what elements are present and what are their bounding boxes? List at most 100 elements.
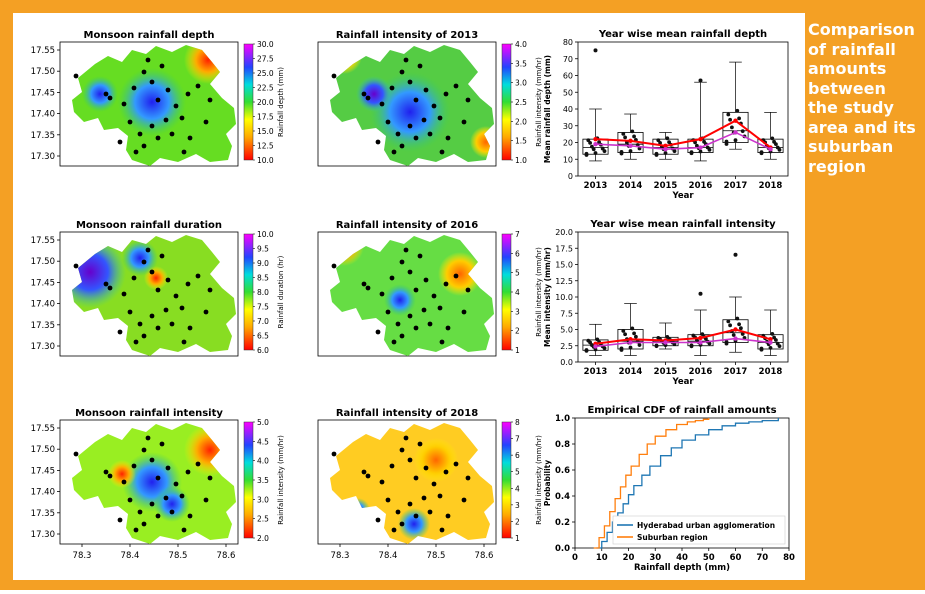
rain-gauge-station <box>437 115 443 121</box>
rain-gauge-station <box>389 85 395 91</box>
rain-gauge-station <box>443 281 449 287</box>
colorbar-label: Rainfall intensity (mm/hr) <box>535 435 543 525</box>
mean-marker <box>733 130 738 135</box>
rain-gauge-station <box>403 435 409 441</box>
map-panel-1: Monsoon rainfall depth 17.55 17.50 17.45 17.… <box>31 30 285 167</box>
rain-gauge-station <box>395 509 401 515</box>
y-tick-label: 0.4 <box>555 492 570 502</box>
rain-gauge-station <box>439 339 445 345</box>
rain-gauge-station <box>365 473 371 479</box>
rain-gauge-station <box>159 441 165 447</box>
rain-gauge-station <box>331 451 337 457</box>
observation-point <box>628 345 633 350</box>
colorbar-label: Rainfall depth (mm) <box>277 67 285 137</box>
y-axis-label: Probability <box>543 460 552 506</box>
rain-gauge-station <box>423 87 429 93</box>
x-tick-label: 2016 <box>689 367 713 377</box>
ecdf-line-2 <box>593 418 710 549</box>
rain-gauge-station <box>465 97 471 103</box>
rain-gauge-station <box>141 447 147 453</box>
lat-tick-label: 17.40 <box>31 488 55 498</box>
rain-gauge-station <box>159 63 165 69</box>
lat-tick-label: 17.50 <box>31 445 55 455</box>
rain-gauge-station <box>145 57 151 63</box>
colorbar-tick-label: 17.5 <box>257 113 274 122</box>
x-tick-label: 2017 <box>724 367 748 377</box>
lat-tick-label: 17.55 <box>31 424 55 434</box>
mean-marker <box>733 327 738 332</box>
ecdf-chart: Empirical CDF of rainfall amounts 0 10 20 30… <box>543 405 795 573</box>
x-tick-label: 2018 <box>759 367 783 377</box>
colorbar-tick-label: 2.5 <box>257 515 269 524</box>
colorbar-tick-label: 5 <box>515 269 520 278</box>
mean-marker <box>593 141 598 147</box>
lat-tick-label: 17.50 <box>31 257 55 267</box>
legend-label: Suburban region <box>637 533 708 542</box>
rain-gauge-station <box>453 83 459 89</box>
colorbar-tick-label: 1 <box>515 346 520 355</box>
observation-point <box>759 346 764 351</box>
rain-gauge-station <box>445 135 451 141</box>
rain-gauge-station <box>137 509 143 515</box>
plot-area <box>577 41 789 177</box>
rain-gauge-station <box>407 123 413 129</box>
colorbar-label: Rainfall intensity (mm/hr) <box>535 57 543 147</box>
rain-gauge-station <box>163 117 169 123</box>
rain-gauge-station <box>149 501 155 507</box>
chart-title: Empirical CDF of rainfall amounts <box>587 405 776 416</box>
lat-tick-label: 17.35 <box>31 131 55 141</box>
rain-gauge-station <box>403 57 409 63</box>
observation-point <box>634 334 638 339</box>
observation-point <box>665 334 670 339</box>
outlier-point <box>593 48 598 53</box>
colorbar-tick-label: 3 <box>515 501 520 510</box>
rain-gauge-station <box>439 527 445 533</box>
colorbar <box>243 233 254 351</box>
colorbar-tick-label: 4 <box>515 288 520 297</box>
observation-point <box>768 346 773 350</box>
lat-tick-label: 17.45 <box>31 278 55 288</box>
colorbar-tick-label: 1 <box>515 534 520 543</box>
observation-point <box>777 344 782 348</box>
y-tick-label: 0 <box>568 172 573 181</box>
rain-gauge-station <box>121 101 127 107</box>
rain-gauge-station <box>399 259 405 265</box>
lat-tick-label: 17.30 <box>31 530 55 540</box>
mean-marker <box>768 340 773 345</box>
rain-gauge-station <box>103 91 109 97</box>
rain-gauge-station <box>379 101 385 107</box>
observation-point <box>728 323 732 328</box>
rain-gauge-station <box>107 285 113 291</box>
colorbar-tick-label: 27.5 <box>257 55 274 64</box>
observation-point <box>602 149 607 154</box>
x-axis-label: Rainfall depth (mm) <box>634 563 730 573</box>
rain-gauge-station <box>133 339 139 345</box>
x-tick-label: 10 <box>596 553 608 563</box>
lon-tick-label: 78.4 <box>121 551 140 561</box>
rain-gauge-station <box>399 333 405 339</box>
colorbar-tick-label: 2 <box>515 327 520 336</box>
observation-point <box>619 150 624 154</box>
colorbar-tick-label: 4.5 <box>257 437 269 446</box>
y-tick-label: 15.0 <box>555 261 573 270</box>
rain-gauge-station <box>179 115 185 121</box>
observation-point <box>588 340 592 345</box>
observation-point <box>623 332 627 337</box>
lat-tick-label: 17.40 <box>31 110 55 120</box>
rain-gauge-station <box>417 253 423 259</box>
rain-gauge-station <box>137 131 143 137</box>
colorbar-tick-label: 3.0 <box>515 79 527 88</box>
lon-tick-label: 78.3 <box>73 551 92 561</box>
rain-gauge-station <box>207 287 213 293</box>
y-tick-label: 12.5 <box>555 277 573 286</box>
rain-gauge-station <box>73 451 79 457</box>
rain-gauge-station <box>131 463 137 469</box>
rain-gauge-station <box>331 73 337 79</box>
x-tick-label: 30 <box>649 553 661 563</box>
mean-marker <box>733 336 738 341</box>
colorbar-label: Rainfall intensity (mm/hr) <box>535 247 543 337</box>
rain-gauge-station <box>149 123 155 129</box>
observation-point <box>672 149 677 154</box>
colorbar-tick-label: 2.0 <box>515 117 527 126</box>
lat-tick-label: 17.35 <box>31 321 55 331</box>
